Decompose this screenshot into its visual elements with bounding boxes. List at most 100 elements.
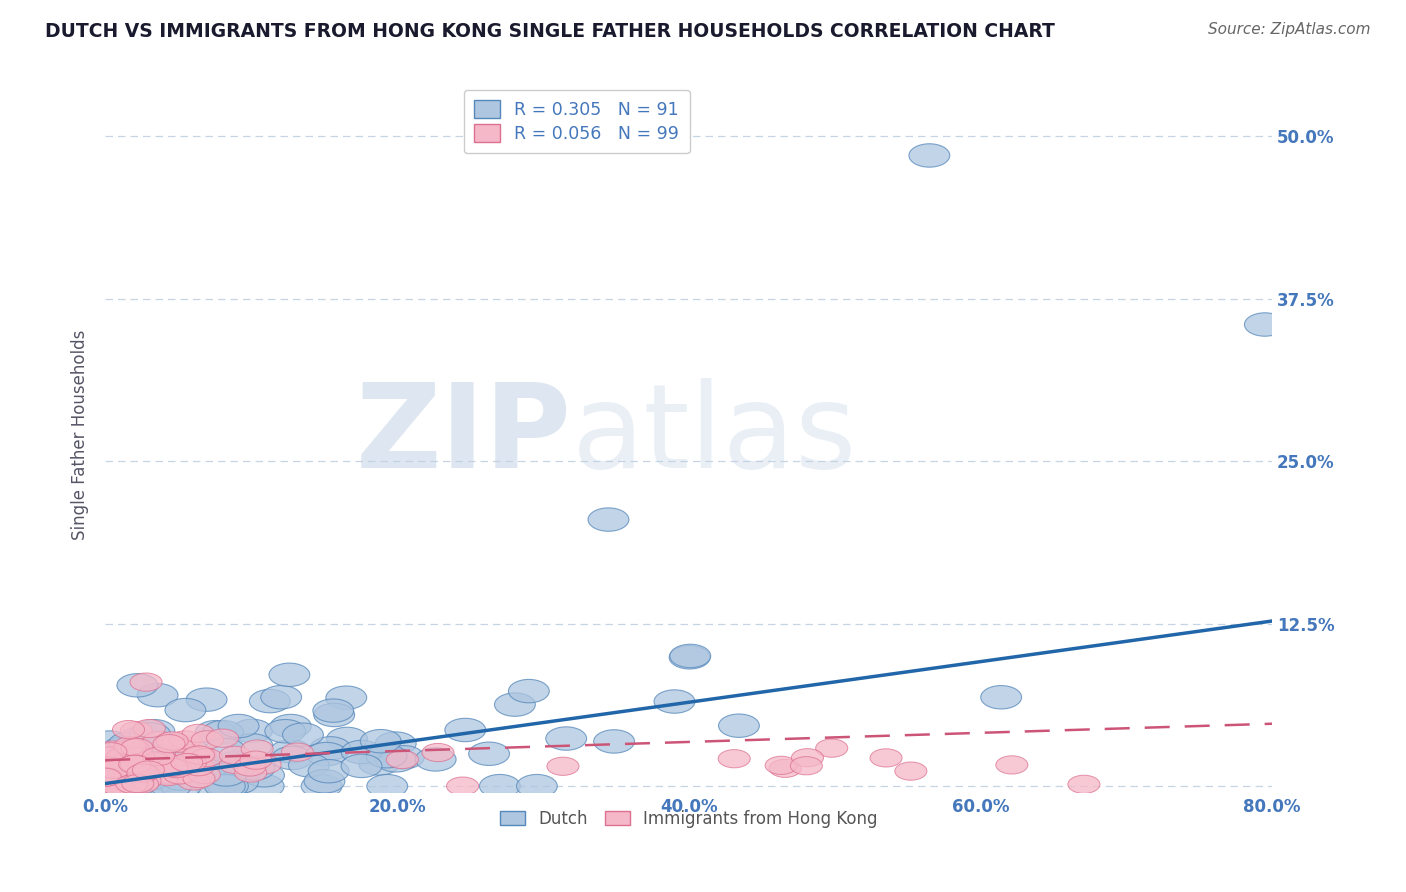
Ellipse shape	[981, 686, 1022, 709]
Ellipse shape	[169, 731, 201, 749]
Ellipse shape	[160, 759, 193, 778]
Ellipse shape	[183, 770, 215, 788]
Ellipse shape	[447, 777, 478, 795]
Ellipse shape	[129, 673, 162, 691]
Ellipse shape	[190, 748, 222, 766]
Ellipse shape	[163, 766, 195, 784]
Ellipse shape	[108, 757, 139, 775]
Ellipse shape	[134, 720, 174, 743]
Ellipse shape	[101, 777, 134, 796]
Ellipse shape	[91, 756, 124, 774]
Ellipse shape	[90, 768, 122, 786]
Ellipse shape	[94, 742, 127, 761]
Ellipse shape	[233, 758, 266, 776]
Ellipse shape	[129, 772, 162, 790]
Ellipse shape	[166, 765, 198, 784]
Ellipse shape	[122, 774, 153, 793]
Ellipse shape	[170, 747, 211, 771]
Ellipse shape	[249, 756, 281, 773]
Ellipse shape	[375, 748, 416, 772]
Ellipse shape	[153, 755, 194, 778]
Ellipse shape	[170, 754, 202, 772]
Ellipse shape	[94, 757, 125, 775]
Ellipse shape	[115, 761, 148, 779]
Ellipse shape	[191, 731, 224, 749]
Ellipse shape	[125, 737, 166, 760]
Ellipse shape	[718, 714, 759, 738]
Ellipse shape	[97, 747, 129, 764]
Ellipse shape	[283, 723, 323, 747]
Ellipse shape	[208, 774, 249, 797]
Ellipse shape	[415, 747, 456, 771]
Ellipse shape	[156, 731, 188, 750]
Ellipse shape	[121, 739, 153, 756]
Ellipse shape	[129, 723, 170, 746]
Ellipse shape	[111, 756, 143, 774]
Ellipse shape	[165, 698, 205, 722]
Ellipse shape	[547, 757, 579, 775]
Ellipse shape	[128, 774, 169, 797]
Ellipse shape	[1244, 313, 1285, 336]
Ellipse shape	[138, 683, 179, 706]
Ellipse shape	[240, 751, 271, 769]
Ellipse shape	[479, 774, 520, 797]
Ellipse shape	[235, 764, 267, 782]
Ellipse shape	[186, 688, 226, 711]
Ellipse shape	[105, 763, 138, 780]
Ellipse shape	[104, 756, 136, 774]
Ellipse shape	[593, 730, 634, 753]
Ellipse shape	[790, 756, 823, 775]
Ellipse shape	[654, 690, 695, 714]
Ellipse shape	[121, 736, 162, 759]
Ellipse shape	[516, 774, 557, 797]
Ellipse shape	[588, 508, 628, 532]
Ellipse shape	[243, 774, 284, 797]
Ellipse shape	[146, 751, 179, 770]
Ellipse shape	[387, 750, 419, 769]
Ellipse shape	[264, 720, 305, 743]
Ellipse shape	[270, 739, 311, 763]
Ellipse shape	[127, 775, 159, 793]
Ellipse shape	[233, 756, 274, 780]
Ellipse shape	[218, 771, 259, 794]
Ellipse shape	[281, 743, 314, 761]
Ellipse shape	[103, 737, 143, 760]
Ellipse shape	[153, 755, 186, 772]
Ellipse shape	[152, 767, 184, 786]
Ellipse shape	[86, 747, 127, 771]
Ellipse shape	[195, 774, 236, 797]
Ellipse shape	[240, 740, 273, 758]
Ellipse shape	[177, 772, 209, 790]
Ellipse shape	[207, 762, 247, 786]
Ellipse shape	[326, 686, 367, 709]
Ellipse shape	[307, 742, 347, 765]
Ellipse shape	[184, 746, 217, 764]
Text: Source: ZipAtlas.com: Source: ZipAtlas.com	[1208, 22, 1371, 37]
Ellipse shape	[108, 732, 149, 756]
Ellipse shape	[669, 646, 710, 669]
Ellipse shape	[160, 774, 201, 797]
Ellipse shape	[97, 760, 129, 779]
Ellipse shape	[495, 693, 536, 716]
Ellipse shape	[183, 757, 215, 776]
Ellipse shape	[444, 718, 485, 741]
Ellipse shape	[232, 734, 273, 757]
Ellipse shape	[115, 775, 148, 793]
Ellipse shape	[118, 756, 150, 773]
Ellipse shape	[308, 759, 349, 783]
Ellipse shape	[114, 737, 146, 755]
Ellipse shape	[288, 754, 329, 777]
Ellipse shape	[271, 747, 312, 770]
Ellipse shape	[176, 745, 207, 763]
Ellipse shape	[183, 724, 214, 742]
Ellipse shape	[120, 756, 152, 773]
Ellipse shape	[468, 742, 509, 765]
Ellipse shape	[118, 767, 159, 790]
Ellipse shape	[366, 745, 406, 768]
Ellipse shape	[1069, 775, 1099, 793]
Ellipse shape	[121, 744, 152, 763]
Ellipse shape	[174, 754, 207, 772]
Ellipse shape	[162, 734, 194, 753]
Ellipse shape	[183, 746, 215, 764]
Ellipse shape	[375, 731, 416, 756]
